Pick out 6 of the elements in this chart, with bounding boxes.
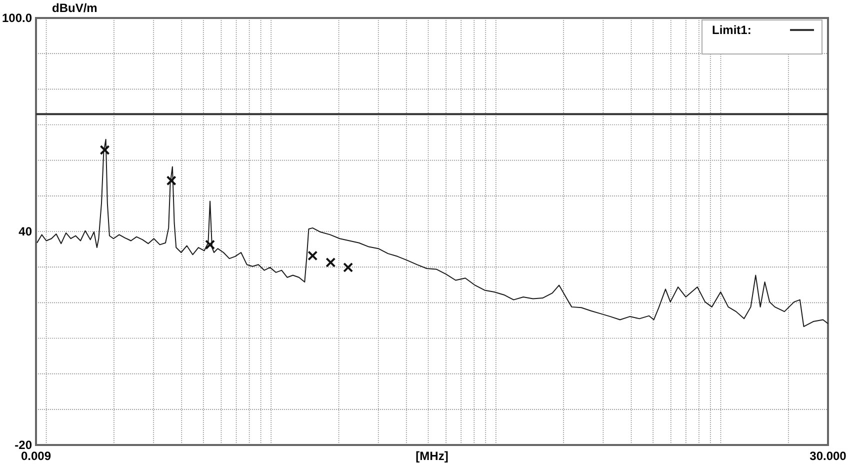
y-tick-label: 40 [18, 224, 32, 239]
x-axis-title: [MHz] [416, 449, 448, 463]
legend: Limit1: [702, 20, 822, 54]
y-axis-title: dBuV/m [52, 1, 98, 15]
y-tick-label: 100.0 [2, 11, 32, 26]
x-tick-label: 30.000 [810, 449, 847, 463]
